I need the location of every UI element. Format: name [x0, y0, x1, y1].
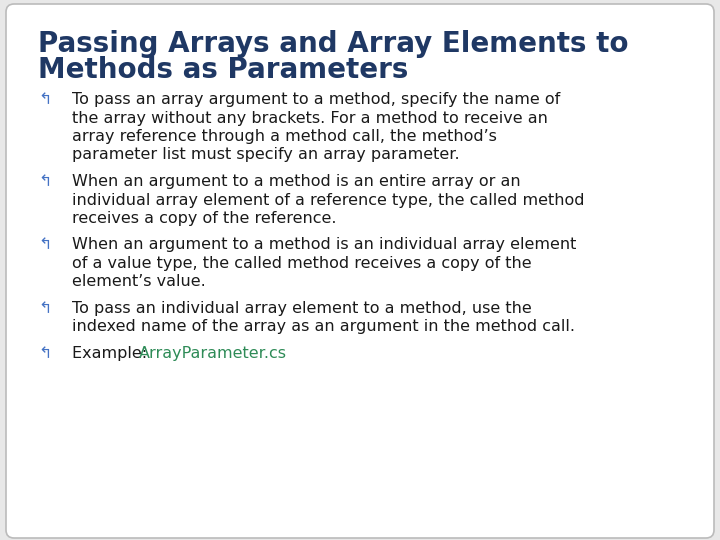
Text: Methods as Parameters: Methods as Parameters [38, 56, 408, 84]
Text: ↰: ↰ [38, 301, 51, 316]
Text: ↰: ↰ [38, 92, 51, 107]
Text: receives a copy of the reference.: receives a copy of the reference. [72, 211, 336, 226]
Text: indexed name of the array as an argument in the method call.: indexed name of the array as an argument… [72, 320, 575, 334]
Text: parameter list must specify an array parameter.: parameter list must specify an array par… [72, 147, 459, 163]
Text: When an argument to a method is an entire array or an: When an argument to a method is an entir… [72, 174, 521, 189]
Text: ArrayParameter.cs: ArrayParameter.cs [139, 346, 287, 361]
Text: Passing Arrays and Array Elements to: Passing Arrays and Array Elements to [38, 30, 629, 58]
Text: the array without any brackets. For a method to receive an: the array without any brackets. For a me… [72, 111, 548, 125]
Text: element’s value.: element’s value. [72, 274, 206, 289]
Text: ↰: ↰ [38, 174, 51, 189]
Text: To pass an array argument to a method, specify the name of: To pass an array argument to a method, s… [72, 92, 560, 107]
Text: Example:: Example: [72, 346, 152, 361]
Text: array reference through a method call, the method’s: array reference through a method call, t… [72, 129, 497, 144]
Text: When an argument to a method is an individual array element: When an argument to a method is an indiv… [72, 238, 577, 253]
Text: of a value type, the called method receives a copy of the: of a value type, the called method recei… [72, 256, 531, 271]
FancyBboxPatch shape [6, 4, 714, 538]
Text: individual array element of a reference type, the called method: individual array element of a reference … [72, 192, 585, 207]
Text: To pass an individual array element to a method, use the: To pass an individual array element to a… [72, 301, 532, 316]
Text: ↰: ↰ [38, 346, 51, 361]
Text: ↰: ↰ [38, 238, 51, 253]
